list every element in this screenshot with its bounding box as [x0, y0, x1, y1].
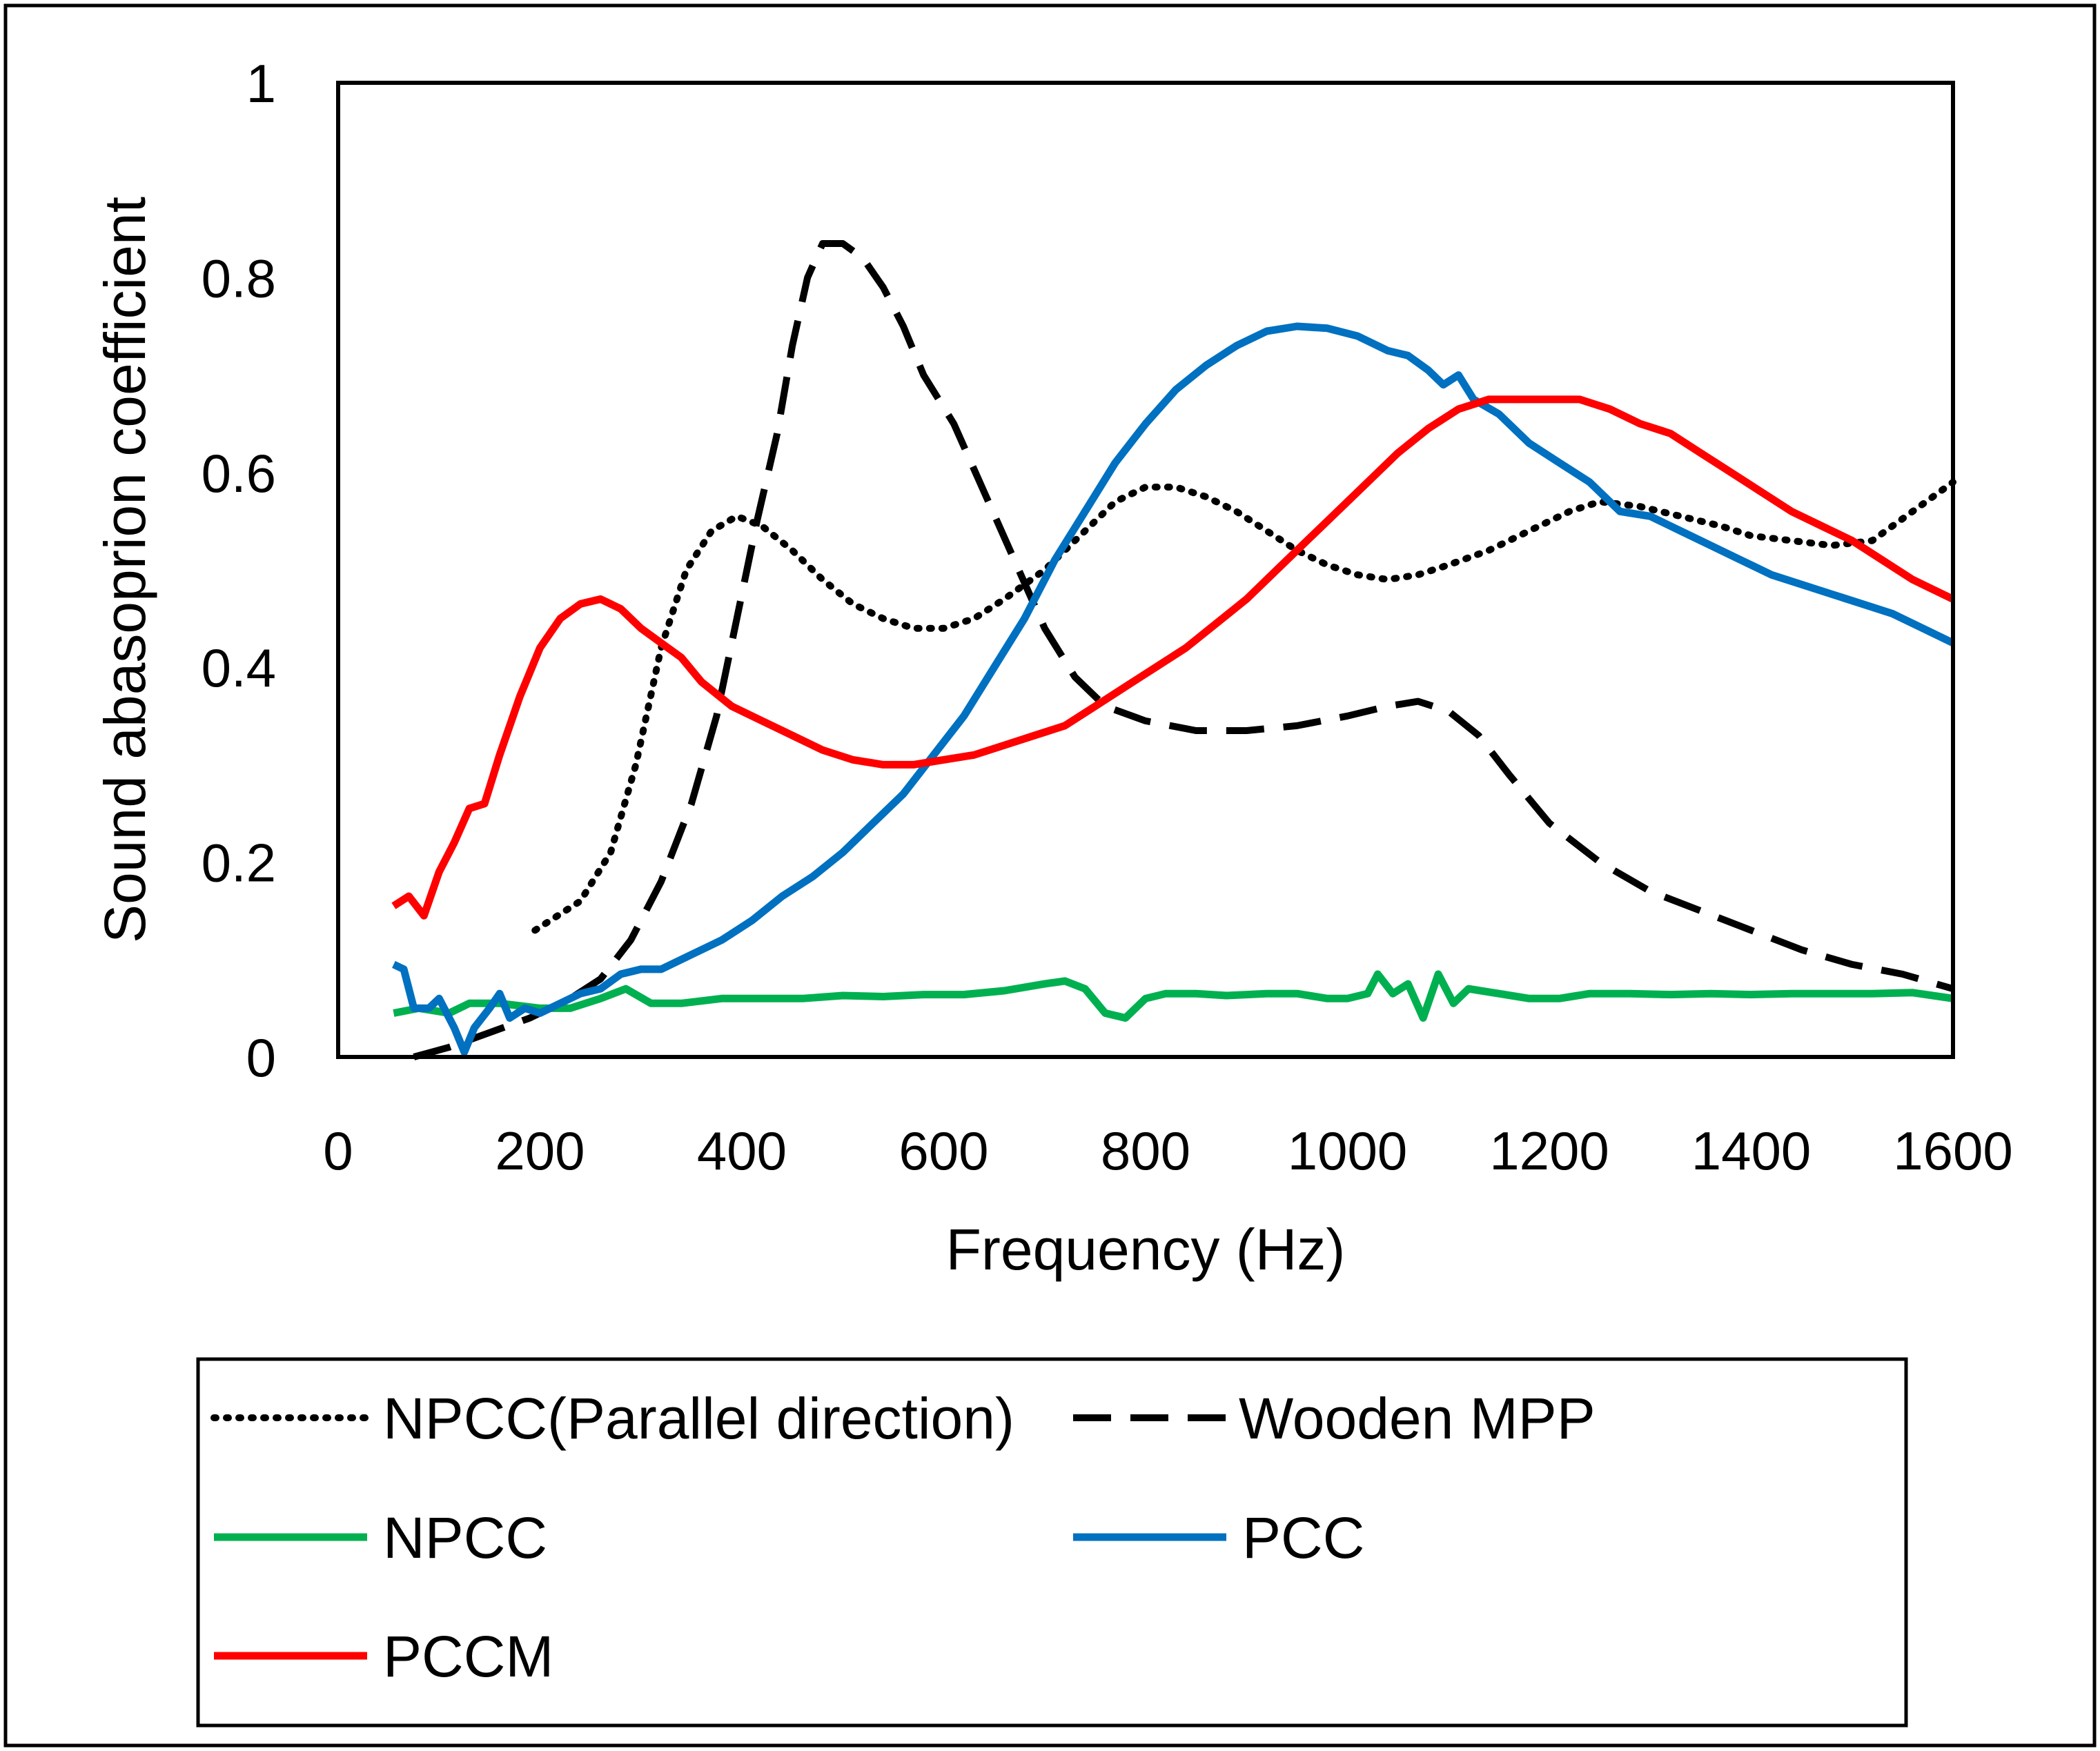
x-tick-label: 200 [495, 1120, 585, 1181]
series-line-pcc [392, 322, 1955, 1056]
y-tick-labels: 0 0.2 0.4 0.6 0.8 1 [202, 53, 276, 1088]
legend-label: NPCC(Parallel direction) [383, 1386, 1014, 1451]
legend-label: NPCC [383, 1505, 547, 1570]
series-line-npcc-parallel-direction [531, 478, 1956, 934]
plot-area-frame [336, 81, 1955, 1059]
x-tick-label: 600 [899, 1120, 988, 1181]
y-tick-label: 0.8 [202, 248, 276, 308]
y-axis-title: Sound abasoprion coefficient [92, 197, 157, 943]
legend: NPCC(Parallel direction) Wooden MPP NPCC PC… [210, 1386, 1596, 1689]
x-tick-label: 400 [697, 1120, 787, 1181]
x-tick-label: 0 [323, 1120, 353, 1181]
y-tick-label: 0.4 [202, 637, 276, 698]
x-axis-title: Frequency (Hz) [946, 1217, 1346, 1282]
x-tick-label: 1400 [1691, 1120, 1812, 1181]
series-line-pccm [391, 395, 1955, 920]
legend-label: PCC [1242, 1505, 1364, 1570]
series-layer [391, 240, 1956, 1060]
legend-box [196, 1357, 1908, 1728]
series-line-wooden-mpp [413, 240, 1954, 1060]
x-tick-label: 800 [1101, 1120, 1190, 1181]
y-tick-label: 0.6 [202, 443, 276, 504]
x-tick-label: 1000 [1288, 1120, 1408, 1181]
y-tick-label: 1 [246, 53, 276, 114]
y-tick-label: 0.2 [202, 833, 276, 893]
legend-label: PCCM [383, 1624, 553, 1689]
x-tick-labels: 0 200 400 600 800 1000 1200 1400 1600 [323, 1120, 2012, 1181]
x-tick-label: 1600 [1893, 1120, 2013, 1181]
series-line-npcc [393, 970, 1954, 1022]
x-tick-label: 1200 [1489, 1120, 1609, 1181]
legend-label: Wooden MPP [1239, 1386, 1596, 1451]
y-tick-label: 0 [246, 1027, 276, 1088]
